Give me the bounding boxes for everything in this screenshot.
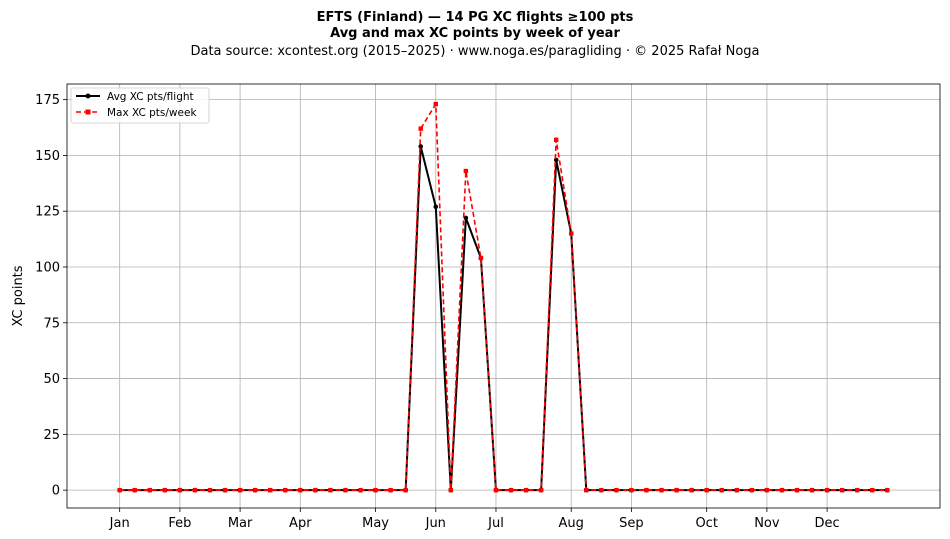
y-tick-label: 175 bbox=[35, 93, 60, 108]
data-point-max bbox=[749, 487, 755, 493]
legend-marker-max bbox=[85, 109, 91, 115]
x-tick-label: Mar bbox=[228, 516, 253, 531]
data-point-max bbox=[177, 487, 183, 493]
legend-marker-avg bbox=[85, 93, 91, 99]
y-tick-label: 125 bbox=[35, 205, 60, 220]
data-point-max bbox=[298, 487, 303, 493]
chart-source-line: Data source: xcontest.org (2015–2025) · … bbox=[190, 44, 759, 59]
y-axis-ticks: 0 25 50 75 100 125 150 175 bbox=[35, 93, 67, 499]
data-point-max bbox=[433, 101, 438, 107]
y-tick-label: 50 bbox=[43, 372, 60, 387]
data-point-max bbox=[147, 487, 152, 493]
data-point-max bbox=[373, 487, 378, 493]
x-tick-label: Apr bbox=[289, 516, 312, 531]
x-tick-label: Jan bbox=[109, 516, 130, 531]
data-point-max bbox=[448, 487, 454, 493]
series-avg-line bbox=[119, 145, 888, 492]
data-point-max bbox=[508, 487, 514, 493]
data-point-max bbox=[779, 487, 785, 493]
data-point-max bbox=[207, 487, 213, 493]
plot-frame bbox=[66, 83, 941, 509]
data-point-max bbox=[478, 255, 484, 261]
x-axis-ticks: Jan Feb Mar Apr May Jun Jul Aug Sep Oct Nov Dec bbox=[109, 508, 840, 531]
series-max bbox=[117, 101, 890, 493]
x-tick-label: Jul bbox=[487, 516, 504, 531]
data-point-max bbox=[855, 487, 860, 493]
data-point-max bbox=[644, 487, 649, 493]
data-point-max bbox=[267, 487, 273, 493]
legend: Avg XC pts/flight Max XC pts/week bbox=[70, 87, 210, 124]
data-point-max bbox=[689, 487, 694, 493]
data-point-max bbox=[764, 487, 770, 493]
data-point-max bbox=[809, 487, 815, 493]
data-point-max bbox=[885, 487, 890, 493]
data-point-max bbox=[343, 487, 348, 493]
data-point-max bbox=[328, 487, 333, 493]
data-point-max bbox=[388, 487, 393, 493]
data-point-max bbox=[599, 487, 604, 493]
data-point-max bbox=[403, 487, 408, 493]
data-point-max bbox=[132, 487, 137, 493]
data-point-max bbox=[117, 487, 122, 493]
data-point-max bbox=[358, 487, 363, 493]
x-tick-label: Nov bbox=[754, 516, 780, 531]
data-point-max bbox=[870, 487, 875, 493]
data-point-max bbox=[252, 487, 258, 493]
y-tick-label: 25 bbox=[43, 428, 60, 443]
data-point-max bbox=[674, 487, 679, 493]
data-point-max bbox=[283, 487, 288, 493]
y-axis-label: XC points bbox=[11, 265, 26, 326]
data-point-max bbox=[614, 487, 619, 493]
y-tick-label: 75 bbox=[43, 316, 60, 331]
data-point-max bbox=[569, 231, 574, 236]
x-tick-label: May bbox=[362, 516, 389, 531]
x-tick-label: Feb bbox=[168, 516, 191, 531]
series-avg bbox=[117, 144, 890, 493]
data-point-max bbox=[794, 487, 800, 493]
legend-box bbox=[70, 87, 210, 124]
x-tick-label: Aug bbox=[559, 516, 584, 531]
y-tick-label: 100 bbox=[35, 260, 60, 275]
data-point-max bbox=[734, 487, 740, 493]
data-point-max bbox=[839, 487, 845, 493]
data-point-max bbox=[704, 487, 709, 493]
data-point-max bbox=[629, 487, 634, 493]
data-point-max bbox=[222, 487, 228, 493]
data-point-max bbox=[418, 126, 423, 131]
data-point-max bbox=[313, 487, 318, 493]
x-tick-label: Jun bbox=[425, 516, 446, 531]
series-max-line bbox=[119, 103, 888, 491]
y-tick-label: 0 bbox=[52, 484, 60, 499]
data-point-max bbox=[538, 487, 544, 493]
data-point-max bbox=[553, 137, 559, 142]
data-point-avg bbox=[463, 215, 469, 221]
data-point-avg bbox=[433, 204, 439, 210]
data-point-max bbox=[162, 487, 168, 493]
data-point-max bbox=[719, 487, 724, 493]
x-tick-label: Sep bbox=[619, 516, 644, 531]
x-tick-label: Dec bbox=[815, 516, 840, 531]
chart-title: EFTS (Finland) — 14 PG XC flights ≥100 p… bbox=[317, 10, 634, 25]
legend-label-max: Max XC pts/week bbox=[107, 107, 197, 119]
data-point-max bbox=[463, 168, 469, 174]
data-point-max bbox=[584, 487, 589, 493]
data-point-max bbox=[192, 487, 198, 493]
data-point-max bbox=[237, 487, 243, 493]
grid bbox=[67, 84, 940, 508]
legend-label-avg: Avg XC pts/flight bbox=[107, 91, 194, 103]
series-layer bbox=[117, 101, 890, 493]
y-tick-label: 150 bbox=[35, 149, 60, 164]
data-point-max bbox=[523, 487, 529, 493]
x-tick-label: Oct bbox=[695, 516, 717, 531]
data-point-max bbox=[659, 487, 664, 493]
data-point-max bbox=[493, 487, 499, 493]
data-point-max bbox=[824, 487, 830, 493]
chart-subtitle: Avg and max XC points by week of year bbox=[330, 26, 620, 41]
